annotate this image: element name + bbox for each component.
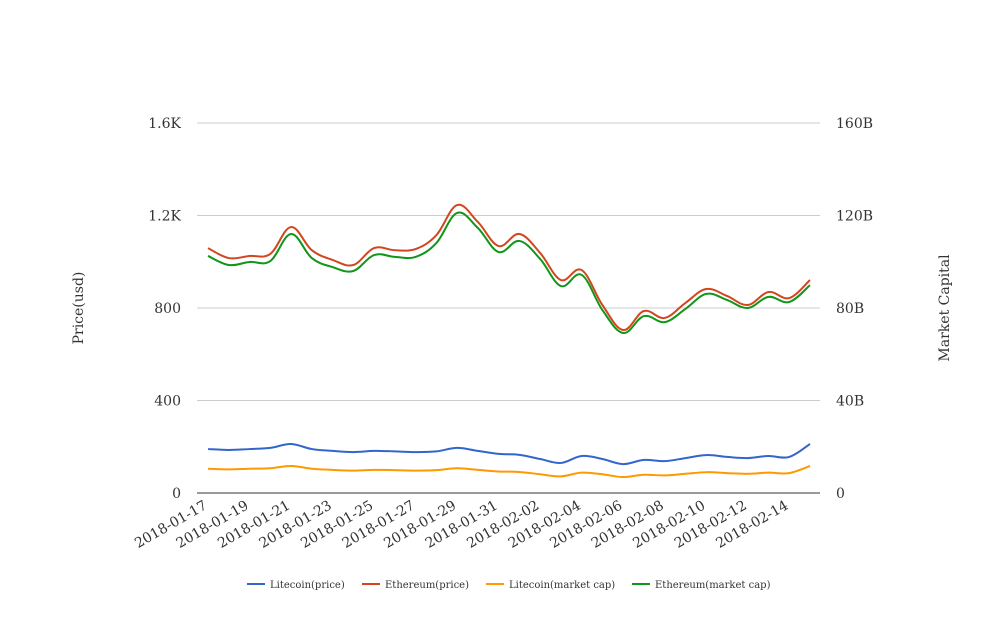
y2-tick-label: 120B xyxy=(836,209,873,225)
left-axis-ticks: 0 400 800 1.2K 1.6K xyxy=(148,116,181,502)
y-tick-label: 800 xyxy=(154,301,181,317)
x-axis-ticks: 2018-01-172018-01-192018-01-212018-01-23… xyxy=(132,498,791,552)
legend-label: Ethereum(market cap) xyxy=(655,580,771,591)
y-tick-label: 1.2K xyxy=(148,209,181,225)
y-tick-label: 1.6K xyxy=(148,116,181,132)
y2-tick-label: 80B xyxy=(836,301,864,317)
y-tick-label: 0 xyxy=(172,486,181,502)
series-line-ethereum-market-cap xyxy=(207,211,811,334)
series-line-ethereum-price xyxy=(207,203,811,331)
y2-tick-label: 0 xyxy=(836,486,845,502)
legend-item[interactable]: Litecoin(price) xyxy=(247,580,345,591)
series-line-litecoin-market-cap xyxy=(207,464,811,479)
legend-label: Ethereum(price) xyxy=(385,580,469,591)
series-line-litecoin-price xyxy=(207,442,811,466)
series-lines xyxy=(207,203,811,479)
legend-item[interactable]: Litecoin(market cap) xyxy=(486,580,615,591)
legend-item[interactable]: Ethereum(market cap) xyxy=(632,580,771,591)
y2-tick-label: 160B xyxy=(836,116,873,132)
legend-label: Litecoin(price) xyxy=(270,580,345,591)
y-axis-label: Price(usd) xyxy=(71,272,87,345)
y2-axis-label: Market Capital xyxy=(937,254,953,362)
gridlines xyxy=(197,122,820,401)
legend-label: Litecoin(market cap) xyxy=(509,580,615,591)
legend-item[interactable]: Ethereum(price) xyxy=(362,580,469,591)
right-axis-ticks: 0 40B 80B 120B 160B xyxy=(836,116,873,502)
y2-tick-label: 40B xyxy=(836,394,864,410)
y-tick-label: 400 xyxy=(154,394,181,410)
legend: Litecoin(price) Ethereum(price) Litecoin(m… xyxy=(247,580,771,591)
